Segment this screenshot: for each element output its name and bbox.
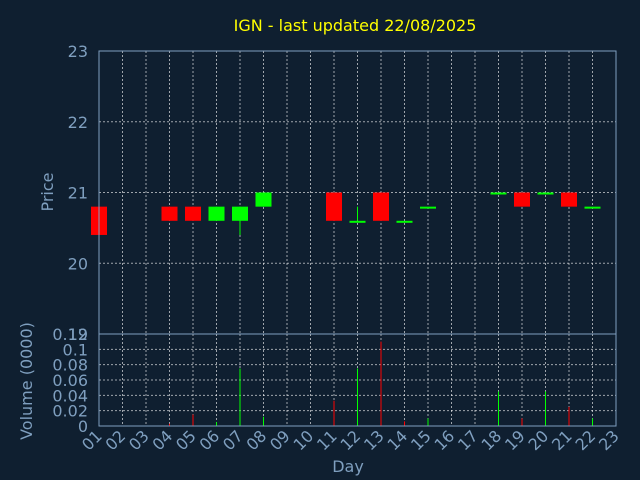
price-tick-labels: 19 20 21 22 23 <box>68 42 88 344</box>
volume-tick-label: 0.1 <box>63 340 88 359</box>
volume-tick-label: 0.08 <box>52 356 88 375</box>
candle-body <box>326 192 342 221</box>
candle-body <box>420 206 436 209</box>
price-tick-label: 20 <box>68 254 88 273</box>
volume-tick-labels: 00.020.040.060.080.10.12 <box>52 325 88 436</box>
candle-body <box>514 192 530 207</box>
volume-tick-label: 0.12 <box>52 325 88 344</box>
candle-body <box>255 192 272 207</box>
price-tick-label: 22 <box>68 113 88 132</box>
volume-panel-frame <box>98 333 617 427</box>
x-tick-label: 23 <box>595 426 623 454</box>
price-axis-label: Price <box>38 172 57 211</box>
chart-title: IGN - last updated 22/08/2025 <box>234 16 477 35</box>
price-tick-label: 23 <box>68 42 88 61</box>
candle-body <box>349 220 366 223</box>
price-tick-label: 19 <box>68 325 88 344</box>
candlesticks <box>91 192 601 235</box>
candle-body <box>185 206 201 221</box>
candle-body <box>537 192 554 195</box>
candle-body <box>161 206 178 221</box>
volume-tick-label: 0.04 <box>52 386 88 405</box>
volume-tick-label: 0 <box>78 417 88 436</box>
candle-body <box>232 206 248 221</box>
candle-body <box>208 206 225 221</box>
candle-body <box>396 220 413 223</box>
volume-tick-label: 0.02 <box>52 402 88 421</box>
volume-tick-label: 0.06 <box>52 371 88 390</box>
x-axis-label: Day <box>332 457 364 476</box>
candle-body <box>490 192 507 195</box>
volume-bars <box>98 341 593 426</box>
candle-body <box>561 192 577 207</box>
volume-axis-label: Volume (0000) <box>17 322 36 440</box>
price-tick-label: 21 <box>68 184 88 203</box>
candle-body <box>373 192 389 221</box>
candle-body <box>584 206 601 209</box>
x-tick-labels: 0102030405060708091011121314151617181920… <box>78 426 623 454</box>
